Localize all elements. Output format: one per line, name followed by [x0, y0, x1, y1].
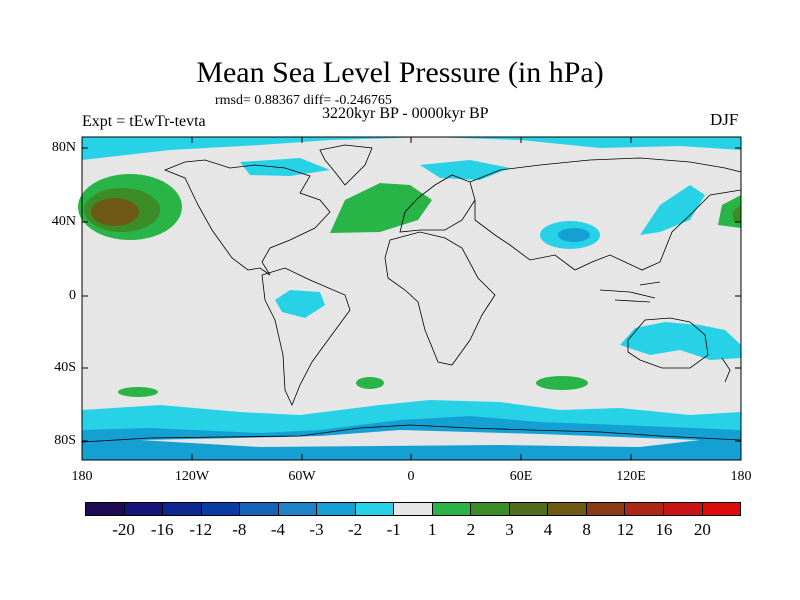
figure-title: Mean Sea Level Pressure (in hPa): [196, 56, 604, 89]
colorbar-level-label: -12: [189, 520, 213, 539]
colorbar-level-label: -4: [270, 520, 286, 539]
colorbar-swatch: [86, 503, 125, 515]
north-atlantic-high: [330, 183, 432, 233]
colorbar-swatch: [432, 503, 472, 515]
asia-coast: [469, 157, 742, 271]
colorbar-swatch: [702, 503, 741, 515]
south-pacific-high: [118, 387, 158, 397]
australia-coast: [627, 317, 709, 369]
coastlines: [81, 144, 742, 443]
lon-label-60w: 60W: [288, 469, 316, 484]
colorbar-swatch: [201, 503, 241, 515]
north-pacific-high-core: [91, 198, 139, 226]
colorbar-level-label: -1: [386, 520, 401, 539]
colorbar-swatch: [509, 503, 549, 515]
colorbar-level-label: -16: [150, 520, 174, 539]
period-text: 3220kyr BP - 0000kyr BP: [322, 105, 489, 122]
arctic-low-region-2: [240, 158, 330, 176]
colorbar-level-label: 8: [582, 520, 591, 539]
lon-label-180w: 180: [71, 469, 93, 484]
lon-label-60e: 60E: [509, 469, 533, 484]
east-asia-low: [640, 185, 705, 235]
colorbar-swatch: [394, 503, 433, 515]
colorbar-swatch: [163, 503, 202, 515]
stats-text: rmsd= 0.88367 diff= -0.246765: [215, 93, 392, 108]
central-asia-low-core: [558, 228, 590, 242]
colorbar-level-label: 16: [655, 520, 673, 539]
west-pacific-high-core: [732, 205, 741, 222]
south-indian-high: [536, 376, 588, 390]
lat-label-80s: 80S: [54, 433, 76, 448]
experiment-label: Expt = tEwTr-tevta: [82, 113, 206, 130]
colorbar-swatch: [663, 503, 703, 515]
lon-label-120w: 120W: [174, 469, 210, 484]
colorbar-swatch: [317, 503, 356, 515]
indonesia-coast: [599, 281, 661, 303]
north-america-coast: [163, 159, 331, 276]
colorbar-swatch: [586, 503, 626, 515]
lat-label-0: 0: [69, 288, 76, 303]
lat-label-40s: 40S: [54, 360, 76, 375]
lon-label-120e: 120E: [616, 469, 646, 484]
colorbar-level-label: 3: [505, 520, 514, 539]
australia-low: [620, 322, 741, 360]
arctic-low-region: [82, 137, 741, 160]
greenland-coast: [319, 144, 373, 186]
colorbar-level-label: 12: [616, 520, 634, 539]
colorbar-level-label: -2: [348, 520, 363, 539]
colorbar-swatch: [471, 503, 510, 515]
south-atlantic-high-1: [356, 377, 384, 389]
amazon-low: [275, 290, 325, 318]
axis-ticks: [82, 137, 741, 460]
antarctic-interior: [140, 430, 700, 447]
colorbar-swatch: [355, 503, 395, 515]
colorbar-level-label: 20: [693, 520, 711, 539]
colorbar-swatch: [625, 503, 664, 515]
colorbar-level-label: 4: [543, 520, 553, 539]
lon-label-0: 0: [407, 469, 415, 484]
season-label: DJF: [710, 110, 739, 129]
colorbar-level-label: -8: [232, 520, 247, 539]
lon-label-180e: 180: [730, 469, 752, 484]
colorbar-level-label: -20: [112, 520, 135, 539]
south-america-coast: [261, 267, 351, 407]
colorbar-swatch: [124, 503, 164, 515]
colorbar-level-label: 2: [466, 520, 476, 539]
africa-coast: [384, 231, 496, 366]
colorbar-swatch: [548, 503, 587, 515]
new-zealand-coast: [721, 357, 731, 383]
colorbar-level-label: 1: [428, 520, 437, 539]
antarctica-coast: [81, 424, 742, 443]
colorbar: [85, 502, 741, 516]
colorbar-swatch: [278, 503, 318, 515]
lat-label-80n: 80N: [51, 140, 76, 155]
colorbar-swatch: [240, 503, 279, 515]
lat-label-40n: 40N: [51, 214, 76, 229]
colorbar-level-label: -3: [309, 520, 324, 539]
